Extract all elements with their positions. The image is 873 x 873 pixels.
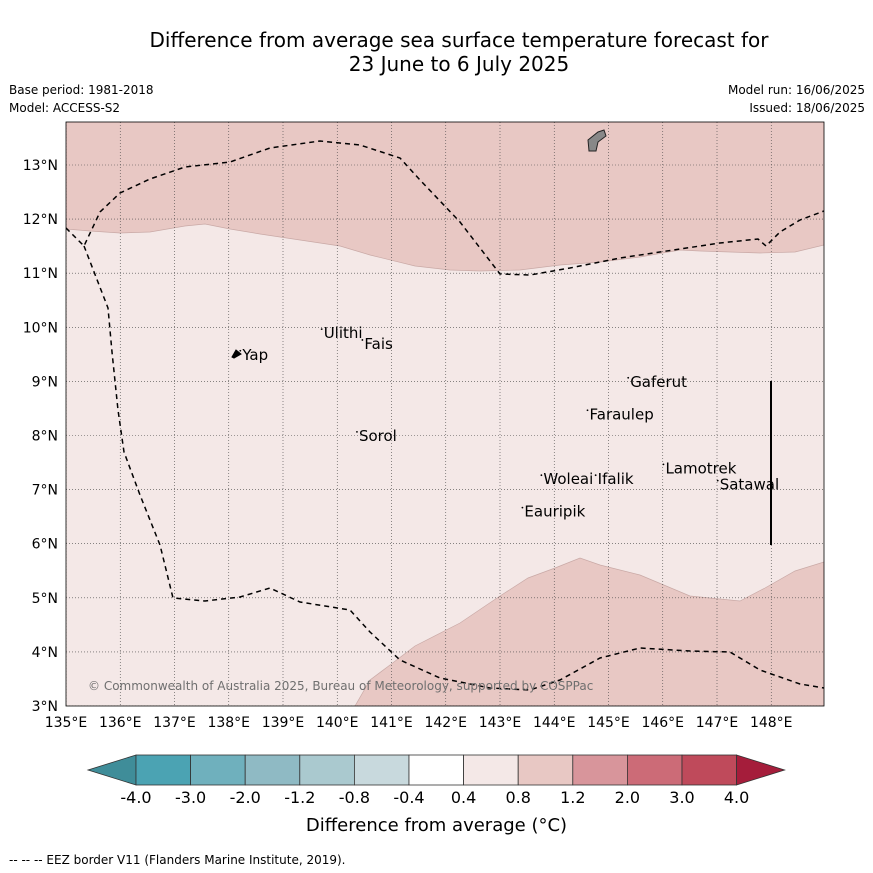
place-label: Yap xyxy=(241,346,268,364)
colorbar-tick-label: -3.0 xyxy=(174,788,207,807)
island-marker xyxy=(239,349,242,352)
lon-tick-label: 139°E xyxy=(262,715,305,731)
colorbar-tick-label: -1.2 xyxy=(284,788,316,807)
colorbar-segment xyxy=(572,754,628,786)
lon-tick-label: 138°E xyxy=(207,715,250,731)
title-line-2: 23 June to 6 July 2025 xyxy=(348,52,570,76)
island-marker xyxy=(356,431,358,433)
copyright-text: © Commonwealth of Australia 2025, Bureau… xyxy=(88,679,593,693)
lat-tick-label: 3°N xyxy=(32,699,58,715)
island-marker xyxy=(662,463,665,466)
place-label: Satawal xyxy=(720,476,779,494)
island-marker xyxy=(521,506,524,509)
lon-tick-label: 144°E xyxy=(533,715,576,731)
lon-tick-label: 141°E xyxy=(370,715,413,731)
colorbar-tick-label: -0.4 xyxy=(393,788,425,807)
place-label: Lamotrek xyxy=(665,459,736,477)
lat-tick-label: 6°N xyxy=(32,537,58,553)
footnote: -- -- -- EEZ border V11 (Flanders Marine… xyxy=(9,853,346,867)
colorbar-tick-label: 3.0 xyxy=(669,788,695,807)
colorbar-segment xyxy=(408,754,464,786)
map-title: Difference from average sea surface temp… xyxy=(0,28,873,76)
base-period-text: Base period: 1981-2018 xyxy=(9,83,154,97)
island-marker xyxy=(586,409,589,412)
lat-tick-label: 8°N xyxy=(32,429,58,445)
place-label: Faraulep xyxy=(590,405,654,423)
lat-tick-label: 13°N xyxy=(23,158,58,174)
lat-tick-label: 12°N xyxy=(23,212,58,228)
colorbar-segment xyxy=(627,754,683,786)
place-label: Woleai xyxy=(543,470,593,488)
map-frame xyxy=(65,121,825,707)
place-label: Gaferut xyxy=(630,373,687,391)
warm-south-contour xyxy=(354,557,824,706)
colorbar-extend-low xyxy=(86,754,137,786)
colorbar-tick-label: -2.0 xyxy=(229,788,261,807)
colorbar-segment xyxy=(135,754,191,786)
island-marker xyxy=(627,376,630,379)
colorbar-tick-label: 0.8 xyxy=(505,788,531,807)
title-line-1: Difference from average sea surface temp… xyxy=(149,28,769,52)
model-run-text: Model run: 16/06/2025 xyxy=(727,83,865,97)
lon-tick-label: 147°E xyxy=(696,715,739,731)
metadata-right: Model run: 16/06/2025 Issued: 18/06/2025 xyxy=(728,81,865,117)
longitude-ticks: 135°E 136°E 137°E 138°E 139°E 140°E 141°E 142°E… xyxy=(45,715,793,731)
place-label: Sorol xyxy=(359,427,397,445)
lon-tick-label: 143°E xyxy=(479,715,522,731)
lat-tick-label: 4°N xyxy=(32,645,58,661)
issued-text: Issued: 18/06/2025 xyxy=(749,101,865,115)
graticule xyxy=(66,122,824,706)
warm-anomaly-north xyxy=(66,122,824,271)
island-marker xyxy=(716,479,719,482)
colorbar-segment xyxy=(517,754,574,786)
place-label: Ifalik xyxy=(598,470,634,488)
warm-anomaly-south xyxy=(355,558,824,706)
island-marker xyxy=(594,474,597,477)
colorbar-tick-label: 4.0 xyxy=(723,788,750,807)
place-label: Eauripik xyxy=(524,503,585,521)
colorbar-segment xyxy=(353,754,410,786)
place-label: Fais xyxy=(364,335,393,353)
lon-tick-label: 145°E xyxy=(587,715,630,731)
colorbar-segment xyxy=(681,754,737,786)
lat-tick-label: 5°N xyxy=(32,591,58,607)
lon-tick-label: 146°E xyxy=(641,715,684,731)
lat-tick-label: 9°N xyxy=(32,374,58,390)
lon-tick-label: 148°E xyxy=(750,715,793,731)
lat-tick-label: 7°N xyxy=(32,483,58,499)
colorbar-segment xyxy=(463,754,519,786)
lon-tick-label: 142°E xyxy=(424,715,467,731)
warm-north-contour xyxy=(66,223,824,272)
eez-border xyxy=(66,140,824,691)
latitude-ticks: 3°N 4°N 5°N 6°N 7°N 8°N 9°N 10°N 11°N 12°N 13°N xyxy=(23,158,58,715)
island-marker xyxy=(540,474,543,477)
lon-tick-label: 140°E xyxy=(316,715,359,731)
colorbar-tick-label: 1.2 xyxy=(560,788,586,807)
lon-tick-label: 135°E xyxy=(45,715,88,731)
island-marker xyxy=(320,328,323,331)
colorbar-tick-label: 0.4 xyxy=(450,788,477,807)
lon-tick-label: 137°E xyxy=(153,715,196,731)
colorbar-segment xyxy=(190,754,246,786)
lon-tick-label: 136°E xyxy=(99,715,142,731)
guam-island xyxy=(587,129,607,152)
colorbar-tick-label: -0.8 xyxy=(338,788,370,807)
colorbar-title: Difference from average (°C) xyxy=(305,815,568,836)
colorbar-segment xyxy=(299,754,355,786)
colorbar-segment xyxy=(244,754,301,786)
model-text: Model: ACCESS-S2 xyxy=(9,101,121,115)
metadata-left: Base period: 1981-2018 Model: ACCESS-S2 xyxy=(9,81,154,117)
lat-tick-label: 11°N xyxy=(23,266,58,282)
colorbar-tick-label: 2.0 xyxy=(614,788,641,807)
colorbar xyxy=(86,754,786,786)
island-marker xyxy=(361,339,364,341)
yap-island xyxy=(231,349,242,359)
colorbar-tick-label: -4.0 xyxy=(120,788,152,807)
colorbar-extend-high xyxy=(736,754,786,786)
place-label: Ulithi xyxy=(324,324,363,342)
lat-tick-label: 10°N xyxy=(23,320,58,336)
